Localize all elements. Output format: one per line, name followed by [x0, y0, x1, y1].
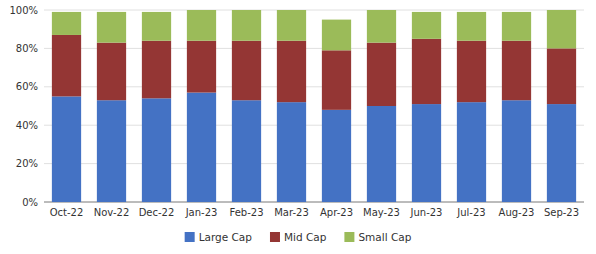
bar-segment: [412, 12, 441, 39]
y-tick-label: 0%: [22, 197, 38, 208]
legend-item: Small Cap: [344, 231, 411, 243]
y-tick-label: 20%: [16, 158, 38, 169]
bar-segment: [142, 41, 171, 99]
legend-swatch: [270, 232, 280, 242]
legend: Large Cap Mid Cap Small Cap: [185, 231, 412, 243]
bar-segment: [97, 12, 126, 43]
bar-segment: [187, 41, 216, 93]
bar-segment: [52, 96, 81, 202]
x-tick-label: Nov-22: [94, 207, 130, 218]
grid: [44, 10, 584, 202]
legend-swatch: [344, 232, 354, 242]
bar-segment: [277, 102, 306, 202]
bar-segment: [547, 48, 576, 104]
bar-segment: [232, 41, 261, 101]
x-tick-label: Oct-22: [50, 207, 84, 218]
bar-segment: [457, 12, 486, 41]
x-tick-label: Apr-23: [320, 207, 353, 218]
legend-swatch: [185, 232, 195, 242]
bar-segment: [367, 106, 396, 202]
bars: [52, 10, 576, 202]
x-tick-label: May-23: [363, 207, 400, 218]
bar-segment: [457, 102, 486, 202]
x-tick-label: Dec-22: [139, 207, 175, 218]
chart: 0% 20% 40% 60% 80% 100% Oct-22 Nov-22 Dec-22 Jan-…: [0, 0, 596, 254]
x-tick-label: Feb-23: [229, 207, 263, 218]
bar-segment: [277, 10, 306, 41]
bar-segment: [142, 12, 171, 41]
bar-segment: [367, 43, 396, 106]
bar-segment: [367, 10, 396, 43]
bar-segment: [187, 10, 216, 41]
bar-segment: [457, 41, 486, 102]
bar-segment: [277, 41, 306, 102]
bar-segment: [97, 100, 126, 202]
bar-segment: [547, 104, 576, 202]
legend-label: Large Cap: [199, 231, 253, 243]
legend-item: Mid Cap: [270, 231, 327, 243]
bar-segment: [322, 110, 351, 202]
legend-label: Small Cap: [358, 231, 411, 243]
bar-segment: [502, 12, 531, 41]
bar-segment: [187, 93, 216, 202]
bar-segment: [322, 50, 351, 110]
x-tick-label: Mar-23: [274, 207, 309, 218]
bar-segment: [232, 10, 261, 41]
y-tick-label: 60%: [16, 81, 38, 92]
bar-segment: [232, 100, 261, 202]
y-tick-label: 100%: [9, 5, 38, 16]
x-tick-label: Jan-23: [185, 207, 218, 218]
grid-line: [44, 10, 584, 11]
x-tick-label: Sep-23: [544, 207, 579, 218]
legend-label: Mid Cap: [284, 231, 327, 243]
bar-segment: [412, 39, 441, 104]
bar-segment: [52, 35, 81, 96]
bar-segment: [502, 41, 531, 101]
bar-segment: [97, 43, 126, 101]
legend-item: Large Cap: [185, 231, 253, 243]
bar-segment: [547, 10, 576, 48]
y-tick-label: 40%: [16, 120, 38, 131]
x-tick-label: Aug-23: [499, 207, 535, 218]
bar-segment: [502, 100, 531, 202]
y-tick-label: 80%: [16, 43, 38, 54]
bar-segment: [412, 104, 441, 202]
bar-segment: [52, 12, 81, 35]
x-tick-label: Jun-23: [410, 207, 443, 218]
bar-segment: [142, 98, 171, 202]
x-tick-label: Jul-23: [456, 207, 485, 218]
bar-segment: [322, 20, 351, 51]
